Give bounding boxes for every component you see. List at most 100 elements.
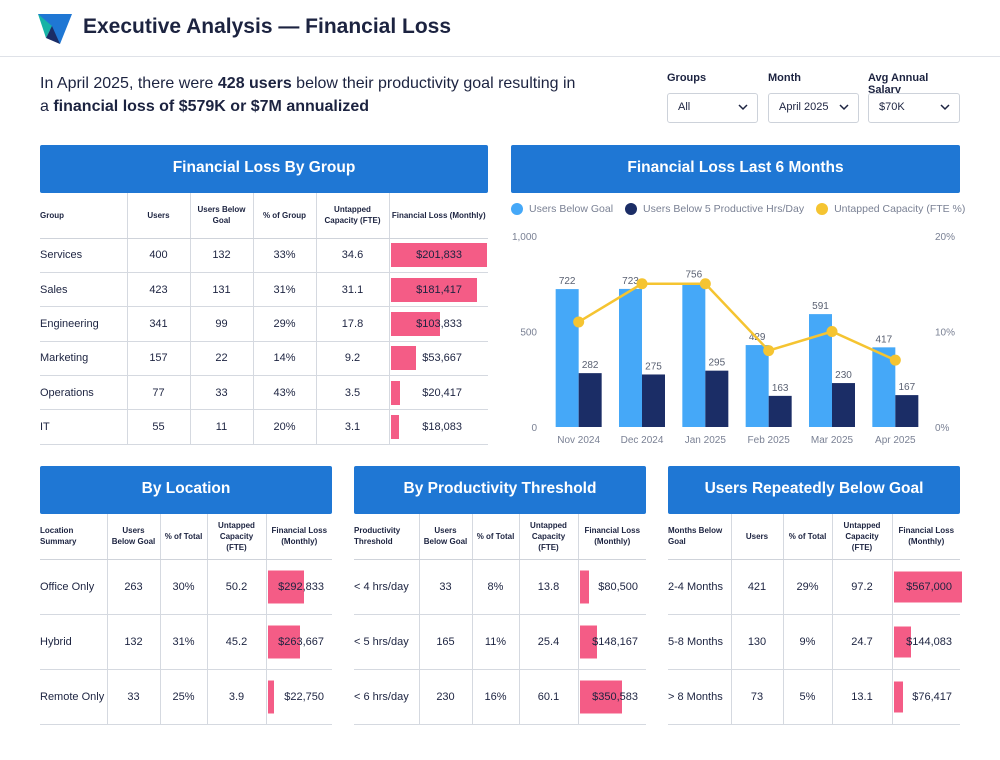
bar-users-below-5-hrs [705,370,729,427]
cell-group: Marketing [40,341,127,377]
cell-name: 5-8 Months [668,614,731,670]
cell-pct: 20% [252,409,316,445]
chart-legend: Users Below Goal Users Below 5 Productive… [511,203,977,216]
table-row: 5-8 Months 130 9% 24.7 $144,083 [668,614,960,670]
cell-name: Remote Only [40,669,107,725]
cell-name: Office Only [40,559,107,615]
line-point-untapped-capacity [889,354,901,366]
legend-marker [816,203,829,216]
bar-data-label: 591 [812,301,829,312]
cell-fte: 24.7 [831,614,892,670]
cell-below: 99 [189,306,253,342]
loss-bar [579,625,598,658]
table-row: Services 400 132 33% 34.6 $201,833 [40,238,488,273]
repeated-title: Users Repeatedly Below Goal [668,466,960,514]
logo-icon [38,14,72,44]
column-header: Untapped Capacity (FTE) [831,514,892,560]
x-axis-tick-label: Mar 2025 [811,435,854,446]
by-location-title: By Location [40,466,332,514]
table-row: Office Only 263 30% 50.2 $292,833 [40,559,332,615]
cell-users: 77 [126,375,190,411]
bar-data-label: 417 [875,334,892,345]
loss-bar [390,243,487,268]
column-header: Financial Loss (Monthly) [388,193,488,239]
bar-users-below-goal [745,345,769,427]
loss-cell: $53,667 [388,341,488,377]
x-axis-tick-label: Nov 2024 [557,435,600,446]
groups-filter-label: Groups [667,72,707,84]
cell-fte: 25.4 [518,614,578,670]
bar-users-below-5-hrs [895,395,919,427]
loss-bar [390,346,417,371]
cell-below: 230 [418,669,472,725]
cell-fte: 17.8 [315,306,389,342]
x-axis-tick-label: Apr 2025 [875,435,916,446]
cell-fte: 13.1 [831,669,892,725]
loss-bar [267,680,274,713]
y-axis-tick-label: 500 [520,328,537,339]
bar-users-below-goal [682,282,706,427]
loss-value: $201,833 [416,249,462,262]
loss-cell: $567,000 [891,559,962,615]
loss-bar [893,571,962,602]
cell-pct: 29% [252,306,316,342]
cell-pct: 31% [252,272,316,308]
column-header: Users Below Goal [418,514,472,560]
cell-name: > 8 Months [668,669,731,725]
loss-cell: $181,417 [388,272,488,308]
cell-name: Hybrid [40,614,107,670]
chevron-down-icon [839,104,849,111]
loss-value: $148,167 [592,635,638,648]
column-header: % of Total [782,514,832,560]
loss-cell: $76,417 [891,669,960,725]
cell-name: 2-4 Months [668,559,731,615]
loss-cell: $18,083 [388,409,488,445]
cell-below: 131 [189,272,253,308]
trend-chart: 0 500 1,000 0% 10% 20% 722 282 Nov 2024 723 275 Dec… [512,232,955,446]
cell-below: 73 [730,669,783,725]
salary-select[interactable]: $70K [868,93,960,123]
column-header: Untapped Capacity (FTE) [518,514,578,560]
y2-axis-tick-label: 0% [935,423,950,434]
loss-cell: $103,833 [388,306,488,342]
by-threshold-title: By Productivity Threshold [354,466,646,514]
cell-pct: 30% [159,559,207,615]
table-row: < 6 hrs/day 230 16% 60.1 $350,583 [354,669,646,725]
bar-users-below-goal [555,289,579,427]
by-location-table: Location Summary Users Below Goal% of Tot… [40,514,332,725]
column-header: Users [126,193,190,239]
summary-part: In April 2025, there were [40,75,218,92]
column-header: Productivity Threshold [354,514,419,560]
groups-select[interactable]: All [667,93,758,123]
x-axis-tick-label: Feb 2025 [748,435,791,446]
summary-loss: financial loss of $579K or $7M annualize… [53,98,369,115]
legend-label: Users Below Goal [529,203,614,216]
table-row: Engineering 341 99 29% 17.8 $103,833 [40,306,488,342]
cell-fte: 50.2 [206,559,266,615]
loss-value: $18,083 [422,421,462,434]
loss-value: $181,417 [416,283,462,296]
column-header: Users Below Goal [106,514,160,560]
cell-below: 22 [189,341,253,377]
cell-below: 33 [106,669,160,725]
y-axis-tick-label: 1,000 [512,232,537,243]
loss-cell: $292,833 [265,559,332,615]
loss-bar [579,680,622,713]
column-header: Users [730,514,783,560]
salary-select-value: $70K [879,101,905,113]
cell-fte: 13.8 [518,559,578,615]
loss-bar [390,277,477,302]
summary-part: below their productivity goal resulting … [291,75,576,92]
month-select[interactable]: April 2025 [768,93,859,123]
loss-cell: $350,583 [577,669,646,725]
bar-users-below-5-hrs [832,383,855,427]
cell-pct: 25% [159,669,207,725]
loss-bar [267,625,300,658]
cell-below: 33 [189,375,253,411]
bar-data-label: 230 [835,370,852,381]
column-header: Financial Loss (Monthly) [265,514,332,560]
cell-group: IT [40,409,127,445]
loss-cell: $80,500 [577,559,646,615]
table-row: 2-4 Months 421 29% 97.2 $567,000 [668,559,962,615]
cell-group: Engineering [40,306,127,342]
